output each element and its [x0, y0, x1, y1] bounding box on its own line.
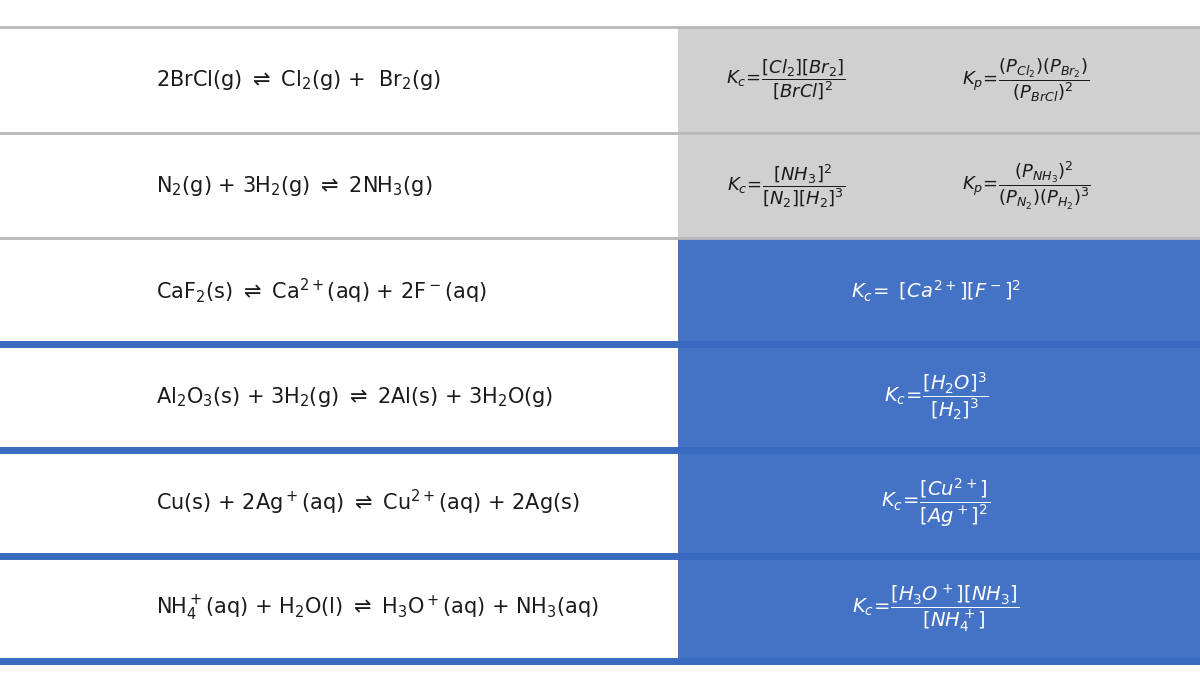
- Bar: [678, 556, 1200, 662]
- Text: $K_c\!=\!\dfrac{[NH_3]^2}{[N_2][H_2]^3}$: $K_c\!=\!\dfrac{[NH_3]^2}{[N_2][H_2]^3}$: [727, 162, 845, 209]
- Text: CaF$_2$(s) $\rightleftharpoons$ Ca$^{2+}$(aq) + 2F$^-$(aq): CaF$_2$(s) $\rightleftharpoons$ Ca$^{2+}…: [156, 277, 487, 306]
- Text: $K_c\!=\!\dfrac{[Cu^{2+}]}{[Ag^+]^2}$: $K_c\!=\!\dfrac{[Cu^{2+}]}{[Ag^+]^2}$: [882, 477, 990, 529]
- Bar: [678, 344, 1200, 450]
- Text: $K_c\!=\!\dfrac{[Cl_2][Br_2]}{[BrCl]^2}$: $K_c\!=\!\dfrac{[Cl_2][Br_2]}{[BrCl]^2}$: [726, 58, 846, 102]
- Text: $K_c\!=\!\dfrac{[H_3O^+][NH_3]}{[NH_4^+]}$: $K_c\!=\!\dfrac{[H_3O^+][NH_3]}{[NH_4^+]…: [852, 583, 1020, 634]
- Text: N$_2$(g) + 3H$_2$(g) $\rightleftharpoons$ 2NH$_3$(g): N$_2$(g) + 3H$_2$(g) $\rightleftharpoons…: [156, 173, 432, 198]
- Bar: [678, 238, 1200, 344]
- Text: 2BrCl(g) $\rightleftharpoons$ Cl$_2$(g) +  Br$_2$(g): 2BrCl(g) $\rightleftharpoons$ Cl$_2$(g) …: [156, 68, 442, 92]
- Text: $K_c\!=\!\dfrac{[H_2O]^3}{[H_2]^3}$: $K_c\!=\!\dfrac{[H_2O]^3}{[H_2]^3}$: [884, 371, 988, 423]
- Text: $K_c\!=\ [Ca^{2+}][F^-]^2$: $K_c\!=\ [Ca^{2+}][F^-]^2$: [851, 279, 1021, 304]
- Text: $K_p\!=\!\dfrac{(P_{NH_3})^2}{(P_{N_2})(P_{H_2})^3}$: $K_p\!=\!\dfrac{(P_{NH_3})^2}{(P_{N_2})(…: [961, 159, 1091, 212]
- Bar: [678, 133, 1200, 238]
- Text: Al$_2$O$_3$(s) + 3H$_2$(g) $\rightleftharpoons$ 2Al(s) + 3H$_2$O(g): Al$_2$O$_3$(s) + 3H$_2$(g) $\rightleftha…: [156, 385, 553, 409]
- Bar: [678, 27, 1200, 133]
- Text: NH$_4^+$(aq) + H$_2$O(l) $\rightleftharpoons$ H$_3$O$^+$(aq) + NH$_3$(aq): NH$_4^+$(aq) + H$_2$O(l) $\rightleftharp…: [156, 594, 599, 623]
- Bar: [678, 450, 1200, 556]
- Text: Cu(s) + 2Ag$^+$(aq) $\rightleftharpoons$ Cu$^{2+}$(aq) + 2Ag(s): Cu(s) + 2Ag$^+$(aq) $\rightleftharpoons$…: [156, 488, 580, 518]
- Text: $K_p\!=\!\dfrac{(P_{Cl_2})(P_{Br_2})}{(P_{BrCl})^2}$: $K_p\!=\!\dfrac{(P_{Cl_2})(P_{Br_2})}{(P…: [962, 56, 1090, 104]
